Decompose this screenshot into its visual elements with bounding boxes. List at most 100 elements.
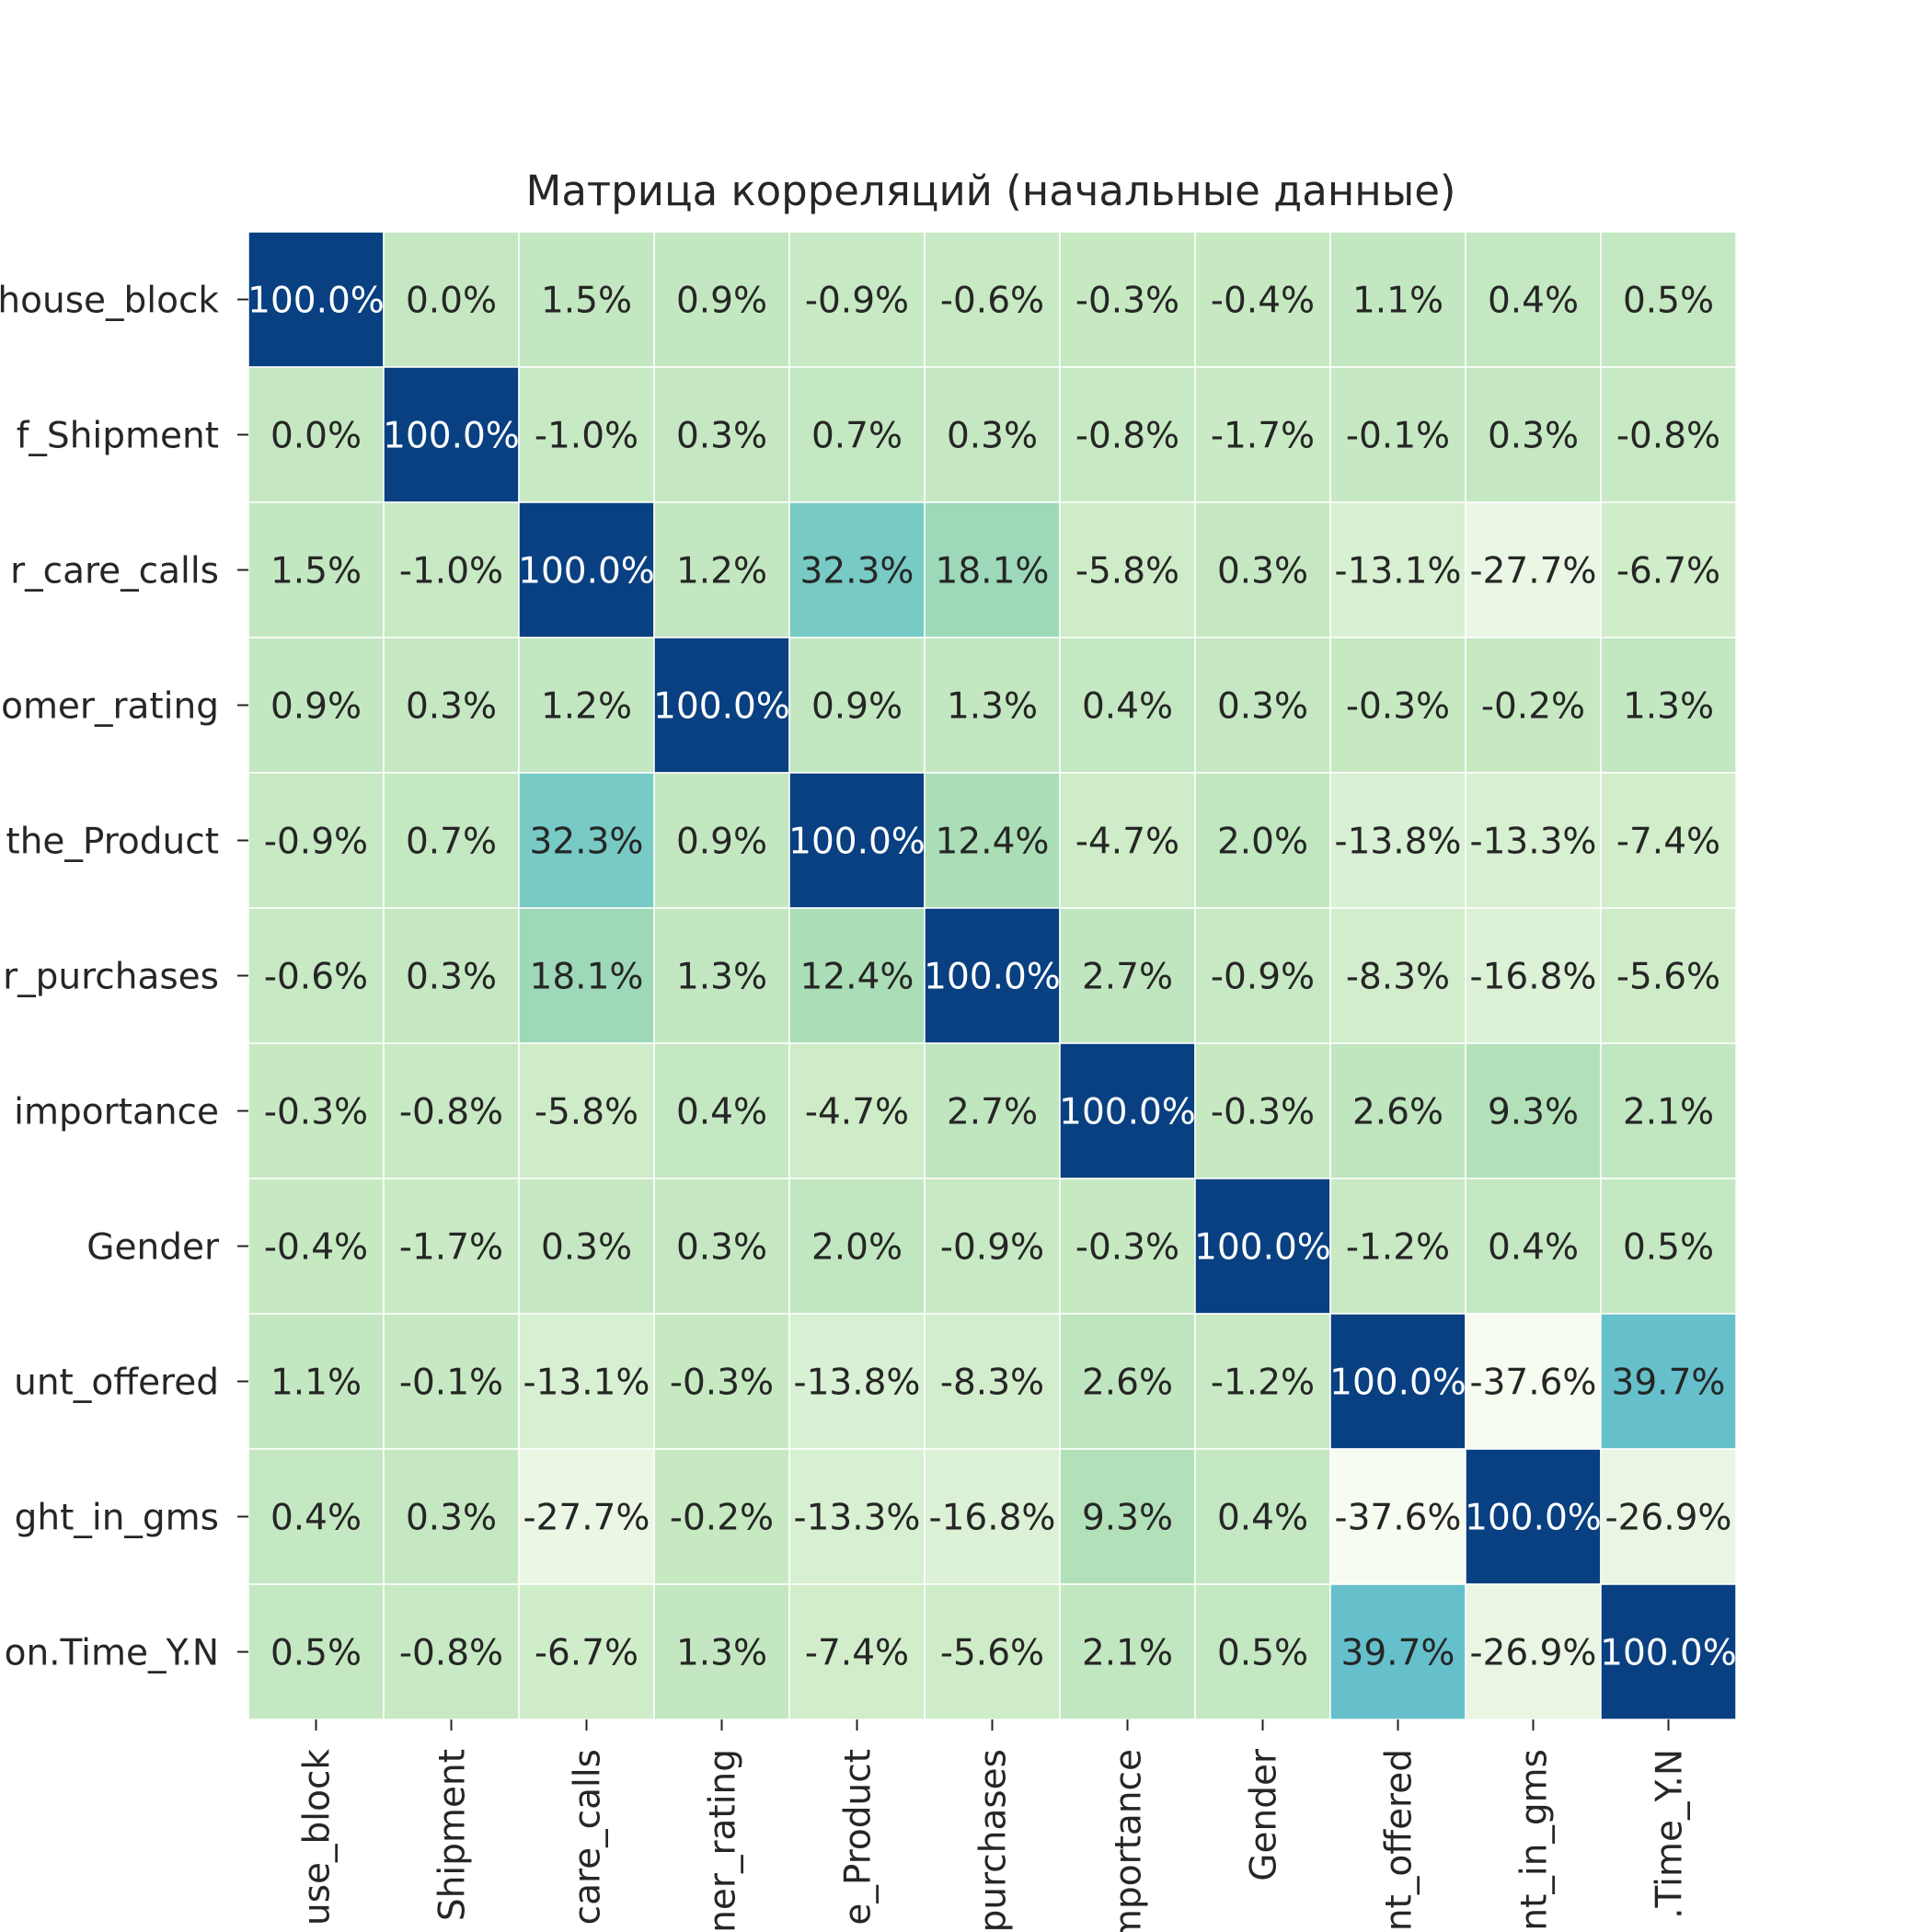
heatmap-cell bbox=[518, 772, 655, 909]
cell-value-label: -1.2% bbox=[1211, 1363, 1315, 1404]
cell-value-label: -0.6% bbox=[940, 281, 1044, 322]
heatmap-cell bbox=[788, 231, 926, 368]
row-tick-label: house_block bbox=[0, 281, 219, 322]
column-tick-label: purchases bbox=[973, 1749, 1015, 1932]
column-tick-label: care_calls bbox=[568, 1749, 609, 1925]
heatmap-cell bbox=[1329, 637, 1466, 774]
cell-value-label: -5.6% bbox=[940, 1633, 1044, 1674]
heatmap-cell bbox=[1329, 772, 1466, 909]
cell-value-label: 12.4% bbox=[800, 957, 914, 998]
heatmap-cell bbox=[518, 1448, 655, 1585]
heatmap-cell bbox=[1465, 1583, 1602, 1720]
row-tick-label: r_purchases bbox=[3, 957, 219, 998]
heatmap-cell bbox=[1059, 1042, 1196, 1179]
cell-value-label: -13.3% bbox=[794, 1498, 921, 1539]
heatmap-cell bbox=[1194, 1448, 1331, 1585]
cell-value-label: -13.1% bbox=[1335, 551, 1462, 592]
cell-value-label: -16.8% bbox=[929, 1498, 1056, 1539]
heatmap-cell bbox=[383, 772, 520, 909]
heatmap-cell bbox=[1600, 772, 1737, 909]
cell-value-label: -0.1% bbox=[399, 1363, 503, 1404]
heatmap-cell bbox=[247, 907, 385, 1044]
cell-value-label: 0.4% bbox=[270, 1498, 362, 1539]
cell-value-label: -13.8% bbox=[1335, 822, 1462, 863]
cell-value-label: -6.7% bbox=[535, 1633, 638, 1674]
cell-value-label: 0.9% bbox=[811, 686, 903, 728]
cell-value-label: 2.1% bbox=[1623, 1092, 1714, 1133]
heatmap-cell bbox=[247, 1448, 385, 1585]
heatmap-cell bbox=[653, 1448, 790, 1585]
cell-value-label: -1.7% bbox=[399, 1227, 503, 1269]
row-tick-label: r_care_calls bbox=[10, 551, 219, 592]
heatmap-cell bbox=[1600, 1448, 1737, 1585]
heatmap-cell bbox=[924, 1448, 1061, 1585]
heatmap-cell bbox=[1600, 1583, 1737, 1720]
cell-value-label: 0.3% bbox=[676, 1227, 767, 1269]
heatmap-cell bbox=[1329, 1042, 1466, 1179]
cell-value-label: 1.3% bbox=[676, 957, 767, 998]
cell-value-label: -0.2% bbox=[670, 1498, 774, 1539]
cell-value-label: -27.7% bbox=[523, 1498, 650, 1539]
cell-value-label: -6.7% bbox=[1616, 551, 1720, 592]
cell-value-label: 0.9% bbox=[270, 686, 362, 728]
cell-value-label: -0.6% bbox=[264, 957, 368, 998]
heatmap-cell bbox=[1600, 366, 1737, 503]
cell-value-label: -27.7% bbox=[1470, 551, 1597, 592]
heatmap-cell bbox=[924, 231, 1061, 368]
heatmap-cell bbox=[1465, 1042, 1602, 1179]
heatmap-cell bbox=[247, 501, 385, 638]
heatmap-cell bbox=[518, 1313, 655, 1450]
heatmap-cell bbox=[1329, 1178, 1466, 1315]
row-tick-label: unt_offered bbox=[14, 1363, 219, 1404]
heatmap-cell bbox=[1194, 1583, 1331, 1720]
cell-value-label: 1.2% bbox=[676, 551, 767, 592]
heatmap-cell bbox=[247, 366, 385, 503]
heatmap-cell bbox=[518, 1583, 655, 1720]
column-tick-label: use_block bbox=[297, 1749, 339, 1926]
cell-value-label: 39.7% bbox=[1612, 1363, 1726, 1404]
cell-value-label: 0.3% bbox=[541, 1227, 632, 1269]
column-tick-label: mportance bbox=[1109, 1749, 1150, 1932]
cell-value-label: 0.4% bbox=[1082, 686, 1173, 728]
cell-value-label: 100.0% bbox=[924, 957, 1061, 998]
cell-value-label: -0.9% bbox=[264, 822, 368, 863]
cell-value-label: 2.6% bbox=[1352, 1092, 1443, 1133]
cell-value-label: -5.6% bbox=[1616, 957, 1720, 998]
heatmap-cell-labels: 100.0% 0.0% 1.5% 0.9% -0.9% -0.6% -0.3% -0.4% 1.… bbox=[247, 281, 1737, 1674]
row-axis: house_block f_Shipment r_care_calls omer_ra… bbox=[0, 281, 248, 1674]
cell-value-label: -0.9% bbox=[940, 1227, 1044, 1269]
heatmap-cell bbox=[1465, 1313, 1602, 1450]
cell-value-label: 0.3% bbox=[406, 686, 497, 728]
cell-value-label: -7.4% bbox=[1616, 822, 1720, 863]
cell-value-label: -13.3% bbox=[1470, 822, 1597, 863]
heatmap-cell bbox=[383, 366, 520, 503]
cell-value-label: 1.5% bbox=[270, 551, 362, 592]
cell-value-label: 0.3% bbox=[406, 957, 497, 998]
heatmap-cell bbox=[1329, 501, 1466, 638]
column-tick-label: Shipment bbox=[432, 1749, 474, 1921]
heatmap-cell bbox=[924, 907, 1061, 1044]
cell-value-label: -0.4% bbox=[264, 1227, 368, 1269]
cell-value-label: 0.3% bbox=[1217, 686, 1308, 728]
cell-value-label: -0.3% bbox=[670, 1363, 774, 1404]
heatmap-cell bbox=[383, 637, 520, 774]
heatmap-cell bbox=[653, 366, 790, 503]
heatmap-cell bbox=[1600, 637, 1737, 774]
cell-value-label: -5.8% bbox=[535, 1092, 638, 1133]
cell-value-label: 9.3% bbox=[1082, 1498, 1173, 1539]
cell-value-label: -0.9% bbox=[1211, 957, 1315, 998]
cell-value-label: 1.3% bbox=[676, 1633, 767, 1674]
cell-value-label: 39.7% bbox=[1341, 1633, 1455, 1674]
heatmap-cell bbox=[788, 1178, 926, 1315]
cell-value-label: 100.0% bbox=[653, 686, 790, 728]
heatmap-cell bbox=[518, 501, 655, 638]
cell-value-label: 0.4% bbox=[1217, 1498, 1308, 1539]
row-tick-label: omer_rating bbox=[1, 686, 219, 728]
cell-value-label: 1.1% bbox=[270, 1363, 362, 1404]
cell-value-label: -4.7% bbox=[805, 1092, 909, 1133]
column-tick-label: e_Product bbox=[838, 1749, 880, 1926]
heatmap-cell bbox=[1194, 1313, 1331, 1450]
heatmap-cell bbox=[1329, 907, 1466, 1044]
heatmap-cell bbox=[924, 772, 1061, 909]
cell-value-label: 1.2% bbox=[541, 686, 632, 728]
